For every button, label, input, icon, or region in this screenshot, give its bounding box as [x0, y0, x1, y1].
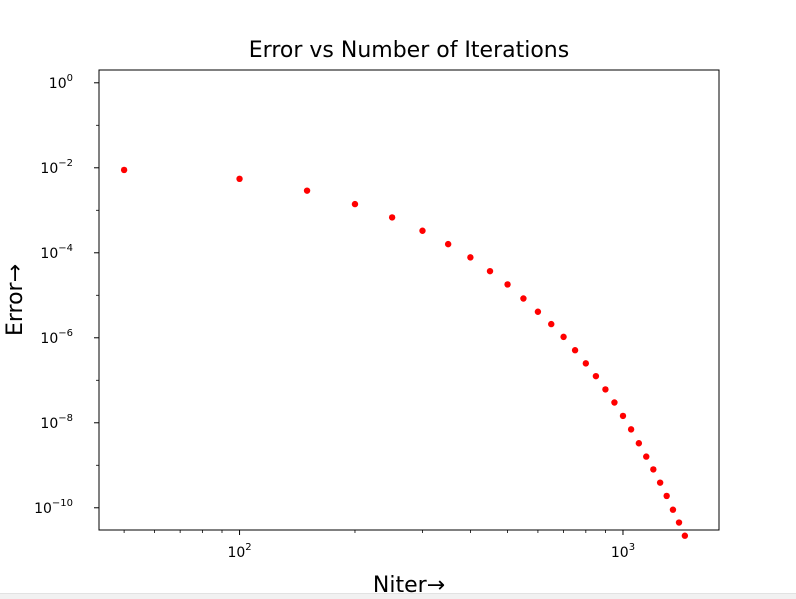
data-point	[303, 187, 311, 194]
data-point	[619, 412, 627, 420]
y-tick-label: 10−6	[40, 328, 73, 347]
data-point	[650, 466, 657, 473]
data-point	[444, 240, 452, 248]
data-point	[388, 214, 396, 221]
axis-ticks: 102 103 100 10−2 10−4 10−6 10−8 10−10	[34, 73, 635, 561]
y-axis-label: Error→	[3, 264, 28, 336]
data-point	[120, 166, 128, 174]
data-point	[681, 532, 689, 539]
data-point	[602, 386, 609, 393]
data-point	[592, 372, 600, 380]
data-point	[560, 333, 567, 341]
data-point	[504, 281, 511, 288]
data-point	[236, 175, 243, 183]
data-point	[351, 200, 359, 208]
data-point	[520, 295, 527, 302]
x-tick-label: 103	[611, 542, 635, 561]
data-point	[548, 320, 555, 328]
data-point	[486, 267, 494, 275]
y-tick-label: 10−8	[40, 413, 73, 432]
data-point	[419, 227, 426, 234]
window-bottom-edge	[0, 593, 796, 599]
data-point	[571, 347, 579, 354]
data-point	[656, 479, 664, 486]
y-tick-label: 10−10	[34, 498, 73, 517]
y-tick-label: 10−2	[40, 158, 73, 177]
plot-area-frame	[98, 69, 720, 531]
y-tick-label: 10−4	[40, 243, 73, 262]
data-point	[635, 440, 643, 447]
data-point	[611, 399, 618, 406]
data-points	[120, 166, 689, 539]
data-point	[582, 360, 590, 367]
data-point	[675, 519, 683, 526]
chart-title: Error vs Number of Iterations	[249, 38, 569, 63]
data-point	[467, 254, 474, 261]
x-tick-label: 102	[227, 542, 251, 561]
data-point	[663, 492, 670, 500]
data-point	[627, 426, 635, 433]
data-point	[643, 453, 650, 460]
y-tick-label: 100	[49, 73, 73, 92]
data-point	[669, 506, 677, 513]
data-point	[534, 308, 542, 315]
